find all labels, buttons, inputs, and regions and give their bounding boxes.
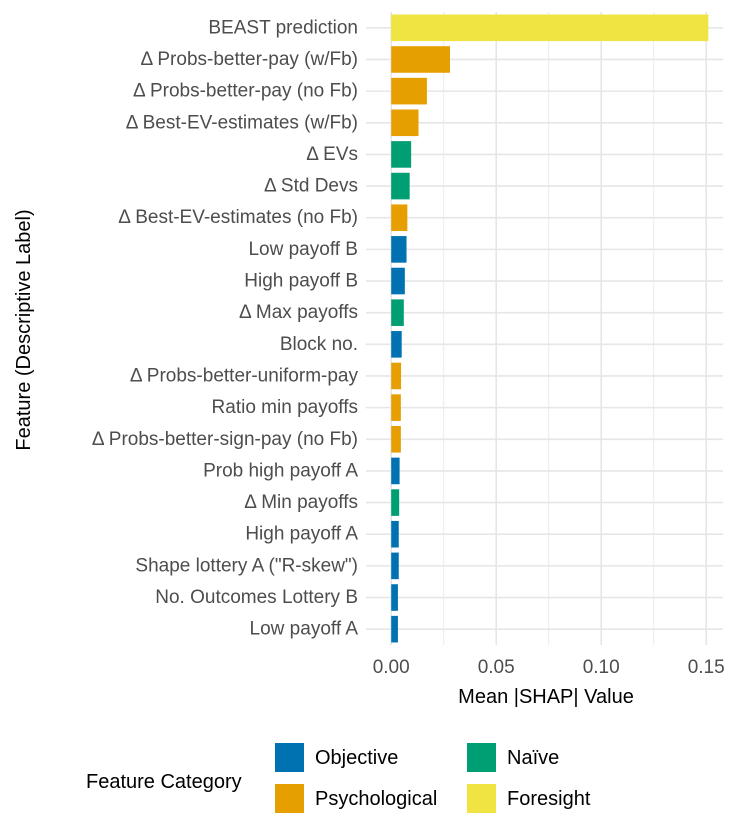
y-tick-label: Δ Probs-better-uniform-pay xyxy=(130,365,359,386)
y-tick-label: Δ Probs-better-pay (no Fb) xyxy=(133,81,358,102)
x-tick-label: 0.05 xyxy=(478,657,515,678)
bar-std-devs xyxy=(391,172,410,200)
y-tick-label: Shape lottery A ("R-skew") xyxy=(135,555,358,576)
legend-title: Feature Category xyxy=(86,771,242,793)
bar-beast-prediction xyxy=(391,14,709,42)
y-tick-label: No. Outcomes Lottery B xyxy=(155,587,358,608)
y-tick-label: Δ Min payoffs xyxy=(244,492,358,513)
legend-key-foresight xyxy=(467,784,496,813)
legend-key-objective xyxy=(275,743,304,772)
y-tick-label: High payoff A xyxy=(245,524,358,545)
legend-label-objective: Objective xyxy=(315,747,398,769)
x-tick-label: 0.15 xyxy=(688,657,725,678)
bar-block-no xyxy=(391,331,402,358)
y-tick-label: Low payoff A xyxy=(250,619,359,640)
bar-best-ev-estimates-no-fb xyxy=(391,204,408,232)
y-tick-label: Δ Std Devs xyxy=(264,176,358,197)
grid-lines xyxy=(366,12,723,645)
bar-evs xyxy=(391,141,412,168)
y-axis-title: Feature (Descriptive Label) xyxy=(13,209,35,450)
bar-high-payoff-a xyxy=(391,520,399,548)
bar-no-outcomes-lottery-b xyxy=(391,584,398,611)
y-tick-label: Δ Best-EV-estimates (no Fb) xyxy=(118,207,358,228)
x-tick-labels: 0.00 0.05 0.10 0.15 xyxy=(373,657,725,678)
x-tick-label: 0.10 xyxy=(583,657,620,678)
bar-shape-lottery-a-r-skew xyxy=(391,552,399,580)
y-tick-label: Block no. xyxy=(280,334,358,355)
y-tick-label: BEAST prediction xyxy=(208,17,358,38)
bar-min-payoffs xyxy=(391,489,400,516)
x-tick-label: 0.00 xyxy=(373,657,410,678)
y-tick-labels: BEAST prediction Δ Probs-better-pay (w/Fb… xyxy=(92,17,359,639)
bar-ratio-min-payoffs xyxy=(391,394,401,421)
y-tick-label: Δ EVs xyxy=(306,144,358,165)
y-tick-label: Δ Probs-better-pay (w/Fb) xyxy=(140,49,358,70)
bar-prob-high-payoff-a xyxy=(391,457,400,485)
x-axis-title: Mean |SHAP| Value xyxy=(458,686,634,708)
legend-label-psychological: Psychological xyxy=(315,788,437,810)
bar-low-payoff-b xyxy=(391,236,407,263)
y-tick-label: High payoff B xyxy=(244,271,358,292)
bar-max-payoffs xyxy=(391,299,404,326)
y-tick-label: Δ Max payoffs xyxy=(239,302,358,323)
legend-label-na-ve: Naïve xyxy=(507,747,559,769)
y-tick-label: Δ Best-EV-estimates (w/Fb) xyxy=(126,112,358,133)
legend-key-na-ve xyxy=(467,743,496,772)
y-tick-label: Prob high payoff A xyxy=(203,460,358,481)
legend-key-psychological xyxy=(275,784,304,813)
bar-probs-better-pay-w-fb xyxy=(391,46,450,73)
y-tick-label: Δ Probs-better-sign-pay (no Fb) xyxy=(92,429,358,450)
bar-probs-better-sign-pay-no-fb xyxy=(391,425,401,453)
legend-label-foresight: Foresight xyxy=(507,788,591,810)
bar-low-payoff-a xyxy=(391,615,398,643)
bar-probs-better-pay-no-fb xyxy=(391,77,427,105)
y-tick-label: Ratio min payoffs xyxy=(212,397,358,418)
bars-group xyxy=(391,14,709,643)
legend: Feature Category Objective Psychological N… xyxy=(86,743,591,813)
bar-high-payoff-b xyxy=(391,267,405,295)
bar-probs-better-uniform-pay xyxy=(391,362,402,390)
bar-best-ev-estimates-w-fb xyxy=(391,109,419,137)
y-tick-label: Low payoff B xyxy=(248,239,358,260)
